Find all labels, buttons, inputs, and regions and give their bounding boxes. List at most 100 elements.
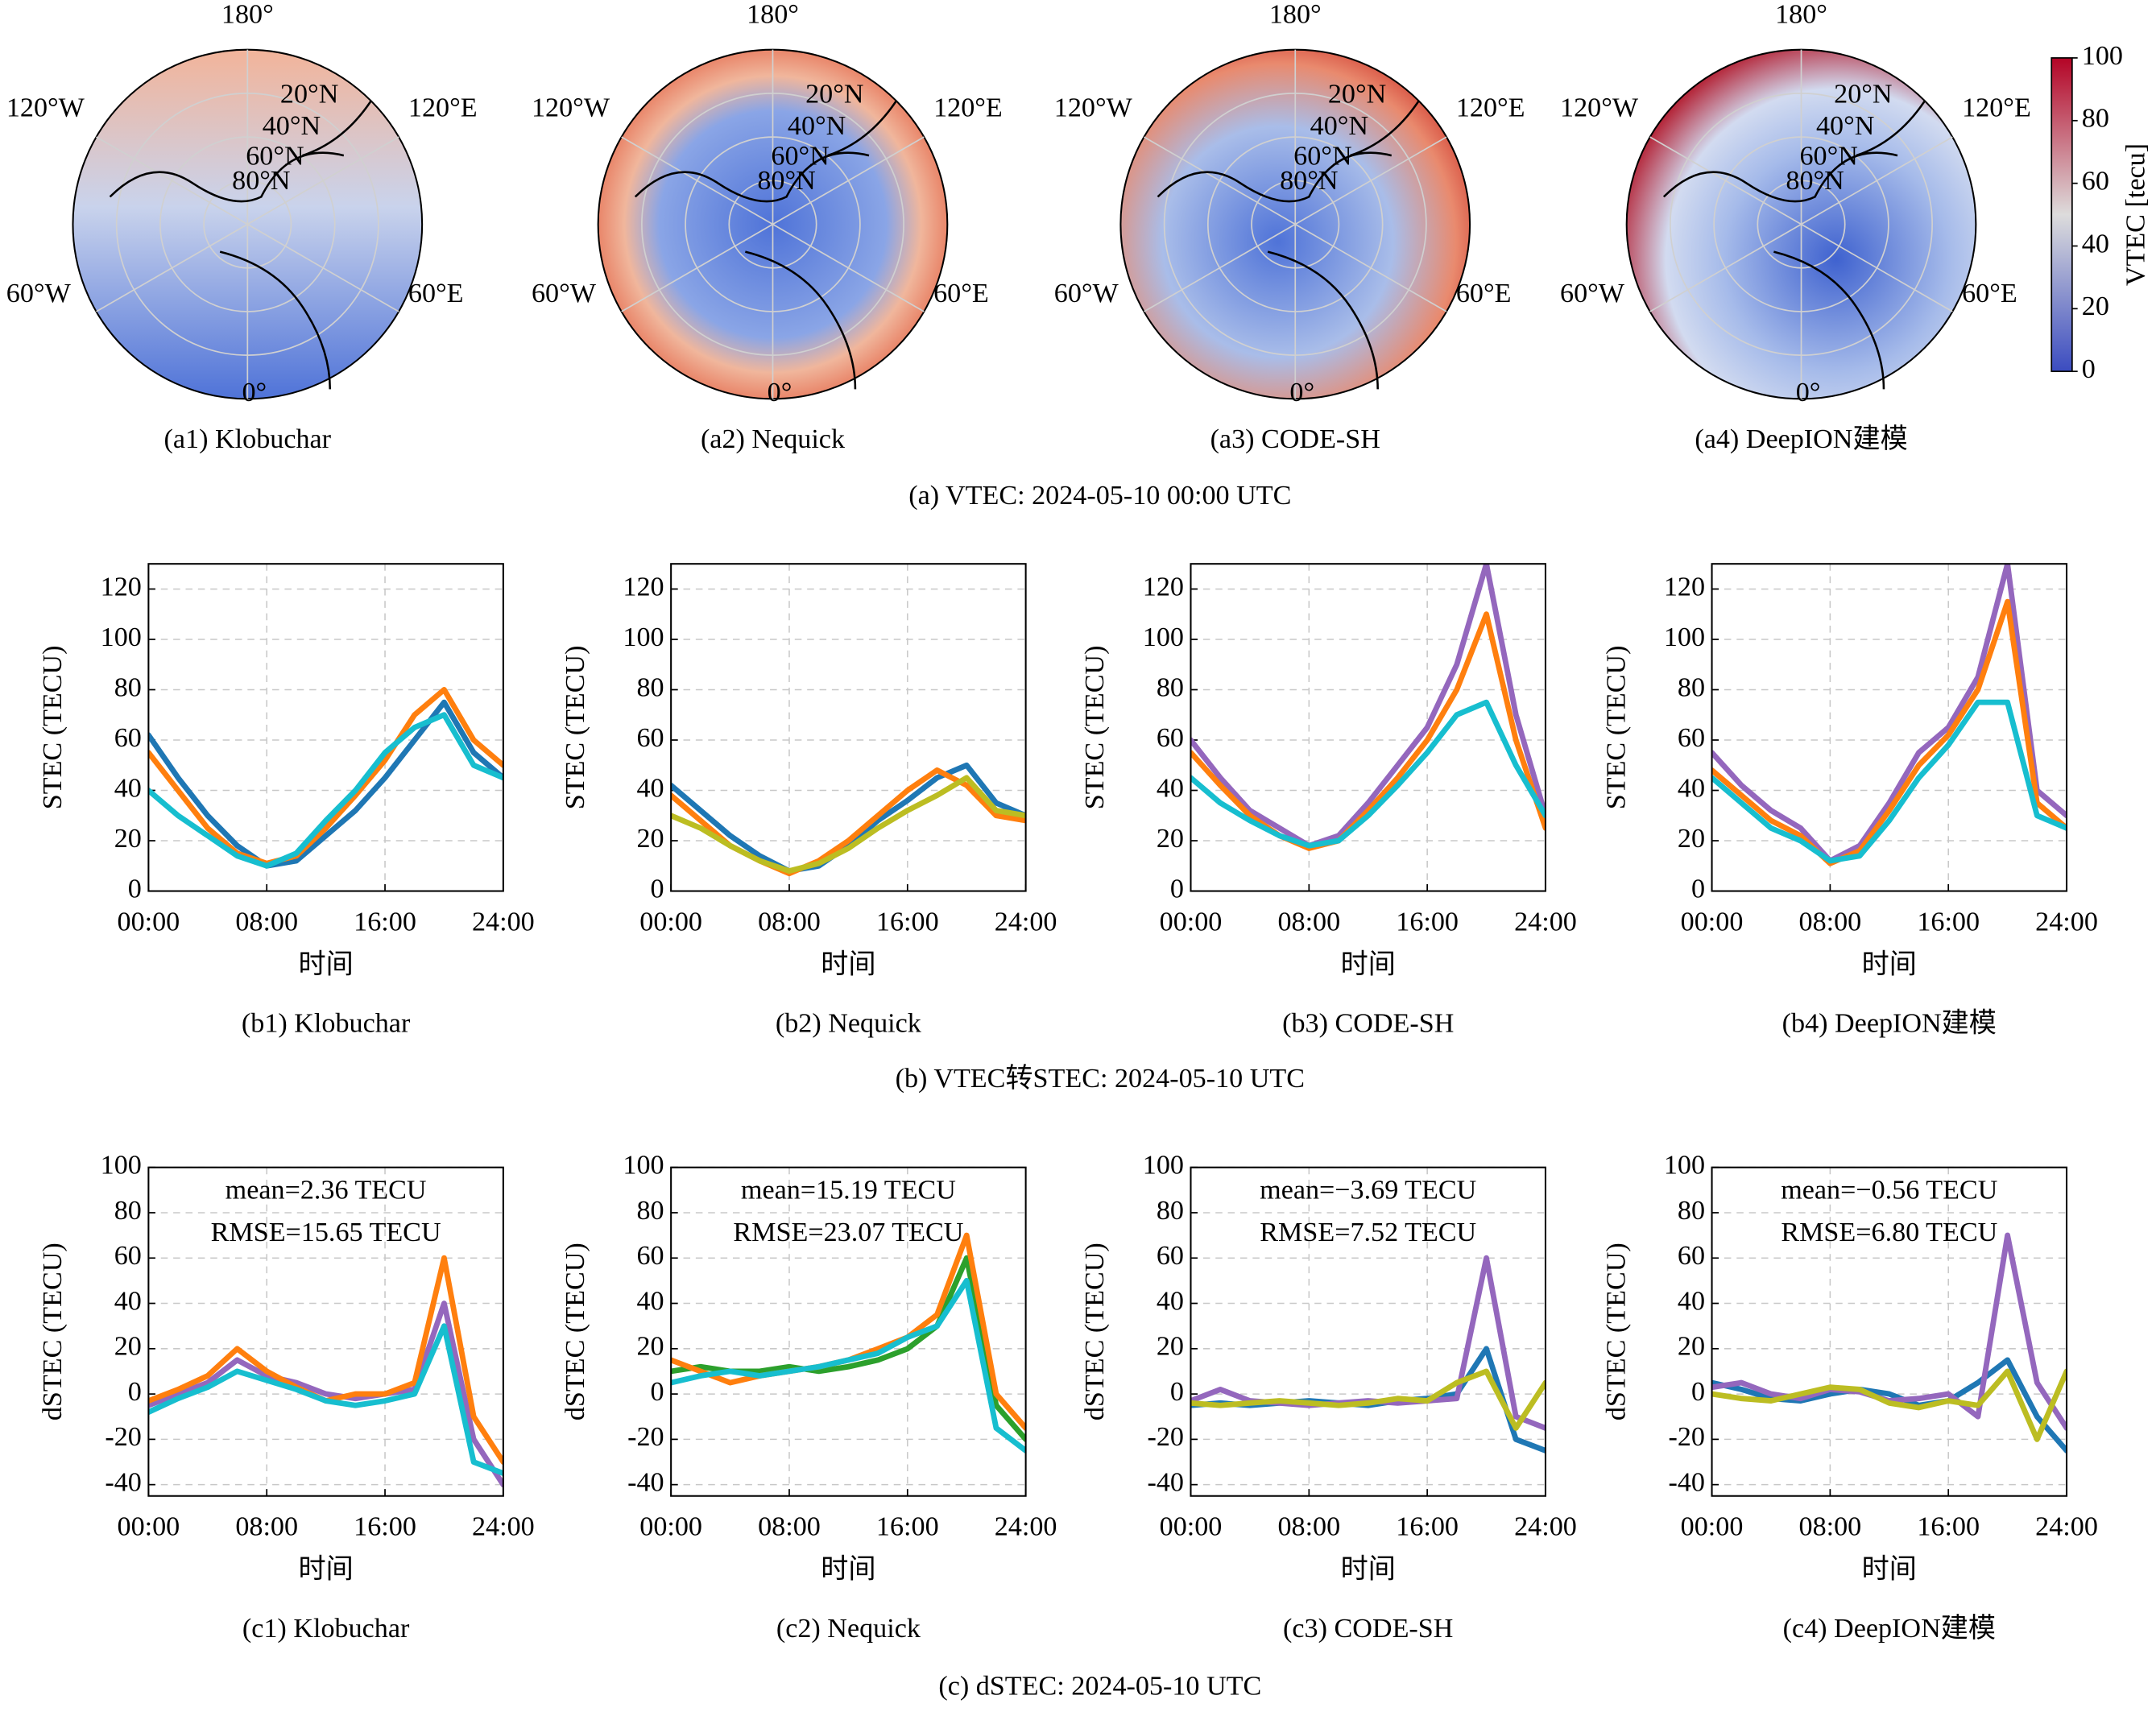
plot-frame (1711, 563, 2068, 892)
x-axis-label: 时间 (821, 1554, 875, 1584)
y-tick-label: 60 (1678, 723, 1705, 753)
lon-label: 180° (221, 0, 274, 30)
map-graticule (1649, 223, 1802, 312)
y-tick-label: 0 (651, 1377, 664, 1407)
lat-label: 60°N (771, 141, 829, 171)
y-tick-label: 80 (1678, 1196, 1705, 1226)
lat-label: 80°N (232, 166, 290, 196)
y-axis-label: dSTEC (TECU) (561, 1243, 590, 1420)
y-tick-label: 20 (1678, 1332, 1705, 1362)
data-line (148, 687, 503, 866)
x-tick-label: 00:00 (639, 1512, 702, 1542)
x-tick-label: 24:00 (2035, 907, 2098, 937)
lat-label: 80°N (757, 166, 815, 196)
x-tick-label: 00:00 (1160, 907, 1223, 937)
lon-label: 120°E (1456, 93, 1525, 123)
x-axis-label: 时间 (821, 949, 875, 979)
y-tick-label: 60 (636, 1241, 664, 1271)
lon-label: 60°W (1054, 279, 1119, 308)
annotation: RMSE=15.65 TECU (211, 1218, 441, 1247)
x-tick-label: 24:00 (472, 907, 535, 937)
y-tick-label: 80 (636, 672, 664, 702)
section-title: (c) dSTEC: 2024-05-10 UTC (938, 1672, 1261, 1702)
lon-label: 60°E (1456, 279, 1512, 308)
data-line (671, 1277, 1026, 1454)
y-axis-label: dSTEC (TECU) (1080, 1243, 1110, 1420)
lat-label: 60°N (1293, 141, 1351, 171)
y-tick-label: 120 (1143, 572, 1184, 602)
y-tick-label: 80 (636, 1196, 664, 1226)
x-tick-label: 08:00 (1277, 907, 1340, 937)
x-tick-label: 16:00 (1396, 1512, 1459, 1542)
y-tick-label: 0 (651, 874, 664, 904)
y-tick-label: 80 (1157, 672, 1184, 702)
plot-frame (1711, 1166, 2068, 1497)
y-tick-label: -40 (1669, 1467, 1706, 1497)
lon-label: 60°E (1962, 279, 2017, 308)
lat-label: 20°N (1328, 80, 1386, 110)
y-axis-label: dSTEC (TECU) (38, 1243, 68, 1420)
lon-label: 180° (747, 0, 799, 30)
y-axis-label: dSTEC (TECU) (1601, 1243, 1631, 1420)
lat-label: 60°N (246, 141, 304, 171)
y-tick-label: 100 (1143, 1151, 1184, 1181)
colorbar-tick-label: 60 (2082, 166, 2109, 196)
y-tick-label: 40 (1157, 773, 1184, 803)
colorbar-tick-label: 80 (2082, 104, 2109, 134)
plot-frame (670, 563, 1027, 892)
lon-label: 60°W (532, 279, 597, 308)
y-tick-label: 20 (114, 824, 142, 854)
y-tick-label: 40 (114, 773, 142, 803)
map-caption: (a4) DeepION建模 (1695, 424, 1907, 454)
y-axis-label: STEC (TECU) (1080, 645, 1110, 809)
y-tick-label: 60 (1678, 1241, 1705, 1271)
x-axis-label: 时间 (1341, 1554, 1396, 1584)
y-tick-label: 80 (1678, 672, 1705, 702)
panel-caption: (b2) Nequick (776, 1009, 922, 1039)
x-tick-label: 24:00 (995, 907, 1057, 937)
data-line (148, 1323, 503, 1476)
x-axis-label: 时间 (1862, 1554, 1917, 1584)
data-line (671, 1232, 1026, 1431)
y-tick-label: -40 (1147, 1467, 1184, 1497)
x-axis-label: 时间 (298, 949, 353, 979)
annotation: mean=−0.56 TECU (1781, 1175, 1997, 1205)
y-tick-label: 80 (1157, 1196, 1184, 1226)
y-tick-label: 20 (636, 1332, 664, 1362)
x-tick-label: 16:00 (354, 1512, 416, 1542)
colorbar-tick-label: 0 (2082, 354, 2096, 384)
panel-caption: (c4) DeepION建模 (1783, 1613, 1996, 1644)
map-graticule (246, 223, 399, 312)
plot-frame (670, 1166, 1027, 1497)
y-tick-label: 100 (1143, 622, 1184, 652)
map-caption: (a1) Klobuchar (164, 424, 332, 454)
x-tick-label: 16:00 (876, 1512, 939, 1542)
x-tick-label: 00:00 (639, 907, 702, 937)
map-graticule (772, 223, 925, 312)
y-tick-label: 60 (636, 723, 664, 753)
lon-label: 0° (768, 378, 792, 407)
map-graticule (1144, 223, 1296, 312)
map-caption: (a2) Nequick (701, 424, 846, 454)
plot-frame (1190, 563, 1546, 892)
data-line (1711, 564, 2067, 864)
annotation: RMSE=7.52 TECU (1260, 1218, 1476, 1247)
colorbar-tick-label: 40 (2082, 229, 2109, 258)
lon-label: 0° (1289, 378, 1314, 407)
x-tick-label: 08:00 (235, 1512, 298, 1542)
lon-label: 120°W (532, 93, 610, 123)
x-tick-label: 00:00 (1160, 1512, 1223, 1542)
x-tick-label: 00:00 (1681, 1512, 1744, 1542)
lon-label: 60°E (408, 279, 464, 308)
lon-label: 60°W (1560, 279, 1625, 308)
x-tick-label: 08:00 (1799, 907, 1862, 937)
lon-label: 120°W (6, 93, 85, 123)
x-tick-label: 16:00 (1396, 907, 1459, 937)
lon-label: 120°E (933, 93, 1003, 123)
map-graticule (96, 223, 248, 312)
colorbar-label: VTEC [tecu] (2121, 143, 2151, 286)
lat-label: 40°N (1310, 111, 1368, 141)
data-line (1711, 598, 2067, 866)
y-tick-label: 100 (101, 622, 142, 652)
plot-frame (147, 563, 504, 892)
